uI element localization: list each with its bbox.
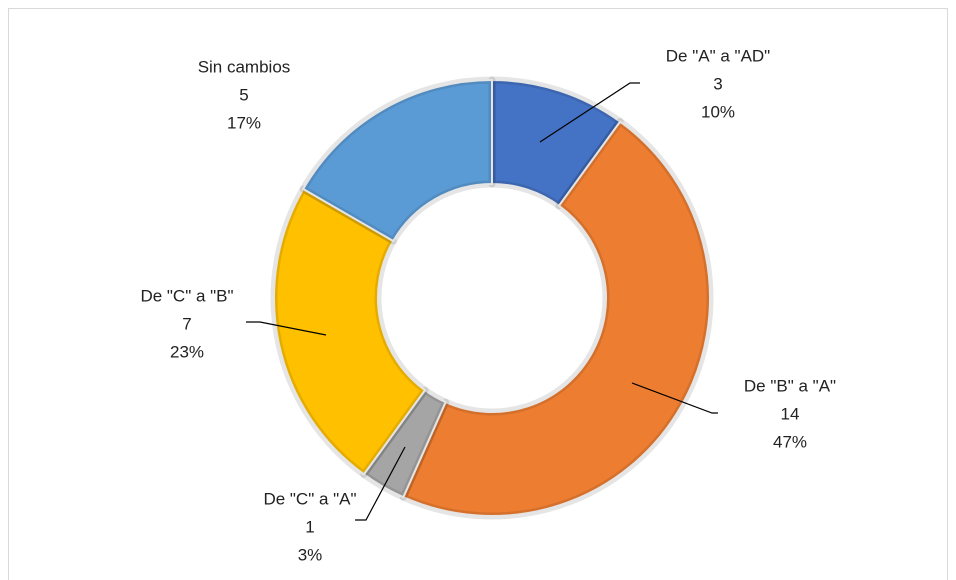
slice (301, 78, 493, 243)
leader-line (631, 382, 718, 414)
slice-edge (399, 118, 714, 520)
category-label: De "C" a "B" (140, 286, 233, 305)
leader-line (246, 321, 327, 336)
value-label: 7 (182, 314, 191, 333)
value-label: 5 (239, 85, 248, 104)
percentage-label: 10% (701, 102, 735, 121)
slice (273, 187, 427, 476)
slice (402, 120, 711, 517)
category-label: De "B" a "A" (744, 376, 836, 395)
percentage-label: 23% (170, 342, 204, 361)
leader-line (539, 82, 640, 143)
slice-edge (299, 76, 496, 245)
leader-line (355, 446, 406, 521)
value-label: 1 (305, 517, 314, 536)
percentage-label: 17% (227, 113, 261, 132)
value-label: 14 (781, 404, 800, 423)
category-label: De "A" a "AD" (666, 46, 770, 65)
category-label: De "C" a "A" (263, 489, 356, 508)
category-label: Sin cambios (198, 57, 291, 76)
slice-edge (270, 185, 429, 478)
value-label: 3 (713, 74, 722, 93)
percentage-label: 47% (773, 432, 807, 451)
percentage-label: 3% (298, 545, 323, 564)
